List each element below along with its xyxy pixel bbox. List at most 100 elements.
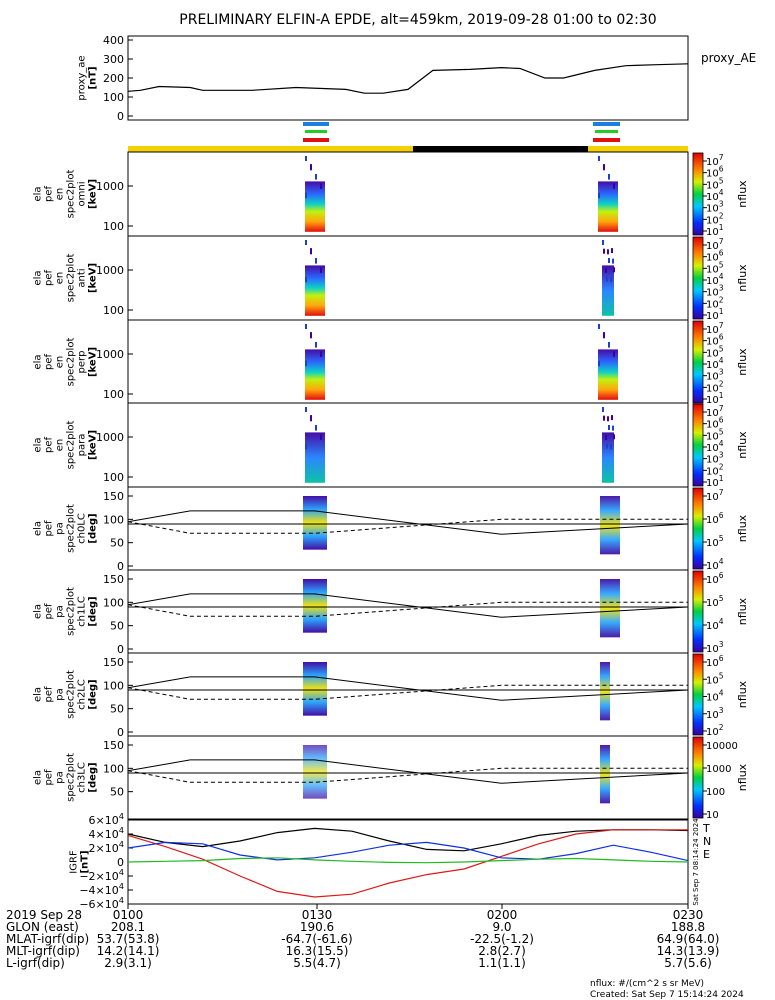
y-axis-label-line: spec2plot bbox=[66, 421, 77, 470]
colorbar-tick-label: 106 bbox=[706, 165, 724, 180]
y-axis-label-line: pef bbox=[44, 186, 55, 203]
y-tick-label: 100 bbox=[103, 220, 124, 233]
colorbar-label: nflux bbox=[736, 680, 749, 708]
footer-value: 9.0 bbox=[492, 920, 511, 934]
colorbar-tick-label: 103 bbox=[706, 451, 724, 466]
y-axis-label: ela pef en spec2plot para [keV] bbox=[33, 421, 99, 470]
y-tick-label: 1000 bbox=[96, 264, 124, 277]
orbit-footer: 2019 Sep 28 0100 0130 0200 0230 GLON (east) 20… bbox=[6, 904, 719, 970]
colorbar-tick-label: 107 bbox=[706, 488, 724, 503]
colorbar-tick-label: 107 bbox=[706, 237, 724, 252]
zone-bar-red bbox=[303, 138, 329, 142]
side-note: Sat Sep 7 08:14:24 2024 bbox=[692, 818, 700, 906]
colorbar-tick-label: 103 bbox=[706, 368, 724, 383]
bfield-n-line bbox=[127, 841, 689, 862]
y-axis-label-line: [keV] bbox=[88, 263, 99, 293]
burst-core bbox=[598, 181, 618, 232]
y-axis-label-line: pef bbox=[44, 437, 55, 454]
footer-value: 2.9(3.1) bbox=[104, 956, 152, 970]
footer-value: 0130 bbox=[302, 908, 333, 922]
proxy-ae-legend: proxy_AE bbox=[701, 51, 756, 65]
burst-0217 bbox=[602, 407, 615, 483]
bfield-legend-e: E bbox=[703, 848, 710, 861]
burst-speck bbox=[608, 174, 610, 179]
zone-bar-blue bbox=[303, 122, 329, 126]
colorbar-tick-label: 103 bbox=[706, 200, 724, 215]
y-axis-label: ela pef pa spec2plot ch3LC [deg] bbox=[33, 753, 99, 802]
footer-value: 190.6 bbox=[300, 920, 334, 934]
footer-value: 2.8(2.7) bbox=[478, 944, 526, 958]
colorbar-label-group: nflux bbox=[736, 264, 749, 292]
y-axis-label-line: omni bbox=[77, 182, 88, 207]
panel-frame bbox=[127, 486, 689, 571]
burst-speck bbox=[605, 267, 607, 273]
y-tick-label: 6×104 bbox=[89, 811, 124, 827]
colorbar-tick-label: 1000 bbox=[706, 764, 731, 775]
y-axis-label-line: en bbox=[55, 439, 66, 452]
colorbar-tick-label: 101 bbox=[706, 391, 724, 406]
burst-speck bbox=[598, 324, 600, 329]
colorbar-tick-label: 105 bbox=[706, 260, 724, 275]
burst-core bbox=[305, 349, 325, 400]
burst-0130 bbox=[305, 240, 325, 316]
colorbar bbox=[692, 320, 704, 404]
y-tick-label: 4×104 bbox=[89, 825, 124, 841]
colorbar bbox=[692, 736, 704, 819]
burst-0130 bbox=[303, 745, 327, 799]
colorbar-label: nflux bbox=[736, 431, 749, 459]
burst-speck bbox=[315, 342, 317, 347]
y-tick-label: 100 bbox=[103, 91, 124, 104]
y-axis-label: ela pef en spec2plot perp [keV] bbox=[33, 338, 99, 387]
y-axis-label-line: [deg] bbox=[88, 679, 99, 709]
burst-speck bbox=[613, 183, 615, 189]
footer-value: 14.2(14.1) bbox=[97, 944, 160, 958]
burst-speck bbox=[613, 267, 615, 273]
burst-speck bbox=[310, 415, 312, 421]
bfield-e-line bbox=[127, 857, 689, 864]
burst-speck bbox=[607, 416, 609, 422]
y-tick-label: 50 bbox=[110, 703, 124, 716]
burst-0217 bbox=[602, 240, 615, 316]
footer-value: -64.7(-61.6) bbox=[281, 932, 352, 946]
y-tick-label: 0 bbox=[117, 726, 124, 739]
colorbar-tick-label: 10 bbox=[706, 810, 719, 821]
colorbar-label-group: nflux bbox=[736, 597, 749, 625]
y-axis-label: ela pef pa spec2plot ch2LC [deg] bbox=[33, 670, 99, 719]
y-axis-label-line: ela bbox=[33, 186, 44, 201]
colorbar bbox=[692, 236, 704, 320]
anti-loss-cone-line bbox=[127, 601, 688, 617]
pitch-angle-panel: 150 100 50 0 ela pef pa spec2plot ch1LC [deg] 106 1… bbox=[33, 569, 749, 656]
colorbar-tick-label: 104 bbox=[706, 439, 724, 454]
y-axis-label-line: ch0LC bbox=[77, 513, 88, 544]
colorbar-tick-label: 102 bbox=[706, 723, 724, 738]
science-zone-markers bbox=[303, 122, 620, 142]
y-tick-label: 150 bbox=[103, 739, 124, 752]
pitch-angle-panel: 150 100 50 0 ela pef pa spec2plot ch0LC [deg] 107 1… bbox=[33, 486, 749, 573]
loss-cone-line bbox=[127, 676, 689, 701]
y-axis-label-line: spec2plot bbox=[66, 254, 77, 303]
y-tick-label: 150 bbox=[103, 490, 124, 503]
burst-speck bbox=[320, 267, 322, 273]
y-axis-label-line: ela bbox=[33, 770, 44, 785]
burst-speck bbox=[612, 425, 614, 431]
y-tick-label: 50 bbox=[110, 620, 124, 633]
y-tick-label: 300 bbox=[103, 53, 124, 66]
colorbar-tick-label: 102 bbox=[706, 379, 724, 394]
y-axis-label-line: ela bbox=[33, 687, 44, 702]
colorbar-tick-label: 106 bbox=[706, 571, 724, 586]
y-tick-label: 100 bbox=[103, 304, 124, 317]
y-tick-label: 100 bbox=[103, 471, 124, 484]
zone-bar-red bbox=[593, 138, 620, 142]
bfield-legend-t: T bbox=[702, 822, 710, 835]
burst-0217 bbox=[600, 496, 620, 555]
burst-0130 bbox=[303, 662, 327, 716]
burst-speck bbox=[603, 248, 605, 254]
footer-row-label: MLT-igrf(dip) bbox=[6, 944, 80, 958]
anti-loss-cone-line bbox=[127, 767, 688, 783]
burst-speck bbox=[608, 425, 610, 430]
footer-value: 1.1(1.1) bbox=[478, 956, 526, 970]
y-axis-label-line: [deg] bbox=[88, 762, 99, 792]
burst-speck bbox=[610, 277, 612, 283]
burst-0130 bbox=[305, 324, 325, 400]
